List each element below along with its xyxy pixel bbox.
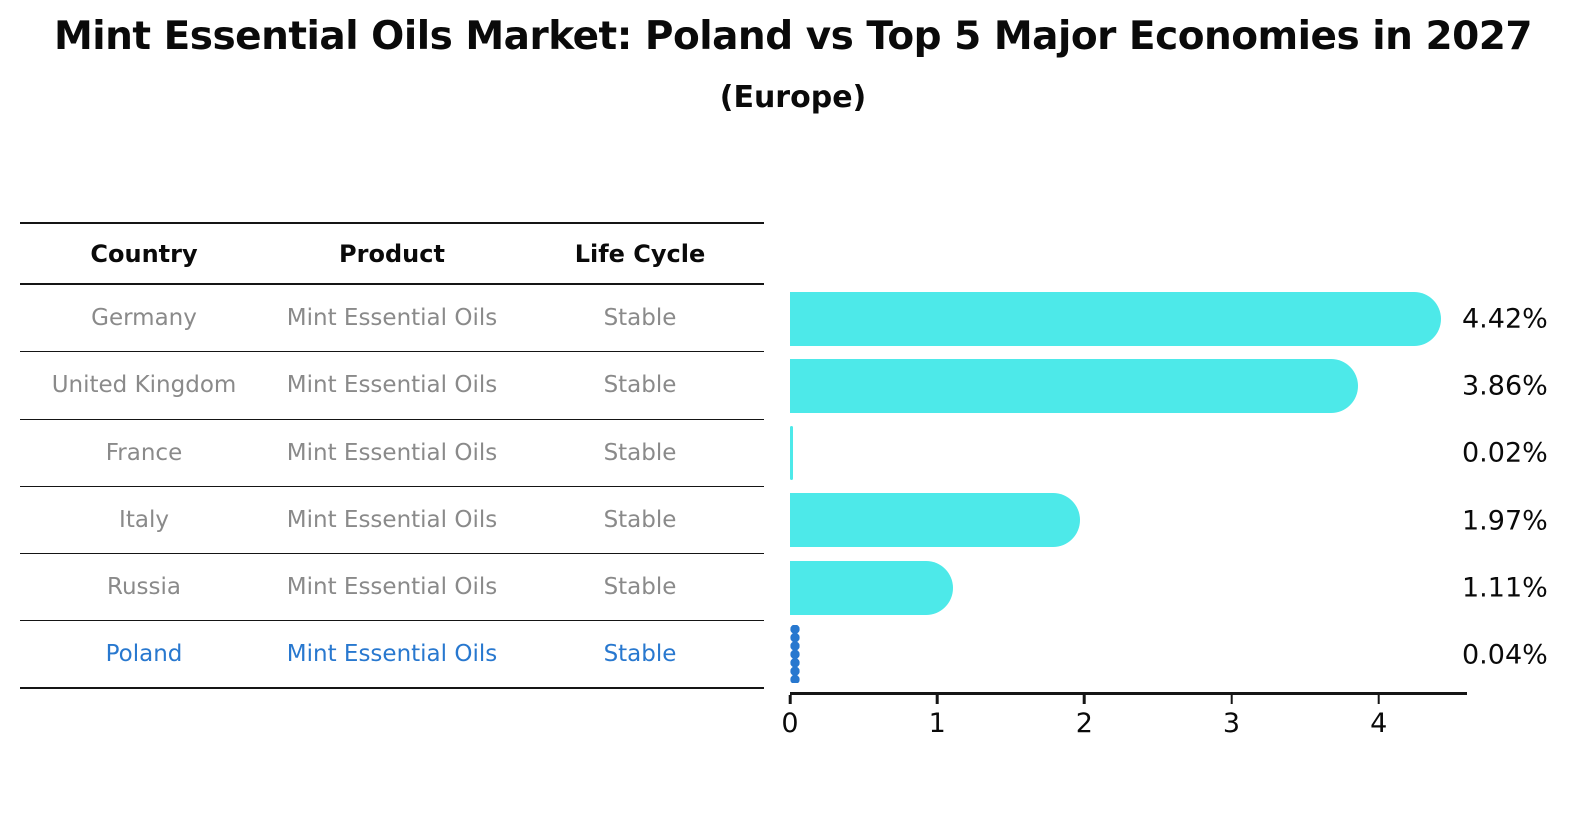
tick-label: 0 (781, 708, 799, 739)
bar (790, 358, 1359, 413)
bar-row: 0.04% (790, 621, 1548, 688)
cell-product: Mint Essential Oils (286, 439, 498, 466)
tick-mark (1377, 695, 1380, 704)
bar-row: 1.11% (790, 554, 1548, 621)
bar (790, 625, 800, 684)
tick-label: 4 (1370, 708, 1388, 739)
cell-life-cycle: Stable (603, 641, 677, 668)
bar (790, 560, 954, 615)
table-row: Italy Mint Essential Oils Stable (20, 487, 764, 555)
cell-country: Germany (91, 305, 197, 332)
cell-country: Russia (107, 574, 181, 601)
summary-table: Country Product Life Cycle Germany Mint … (20, 222, 764, 689)
bar-row: 1.97% (790, 487, 1548, 554)
tick-mark (935, 695, 939, 704)
chart-title: Mint Essential Oils Market: Poland vs To… (53, 14, 1533, 59)
bar-chart: 4.42% 3.86% 0.02% 1.97% 1.11% 0.04% (790, 285, 1548, 689)
cell-product: Mint Essential Oils (286, 574, 498, 601)
table-row: United Kingdom Mint Essential Oils Stabl… (20, 352, 764, 420)
tick-label: 1 (928, 708, 946, 739)
bar-value-label: 0.02% (1462, 437, 1548, 469)
cell-country: Italy (119, 507, 169, 534)
cell-country: United Kingdom (51, 372, 237, 399)
tick-mark (788, 695, 792, 704)
col-header-product: Product (339, 239, 445, 268)
bars: 4.42% 3.86% 0.02% 1.97% 1.11% 0.04% (790, 285, 1548, 689)
table-row: France Mint Essential Oils Stable (20, 420, 764, 487)
cell-life-cycle: Stable (603, 439, 677, 466)
bar-value-label: 0.04% (1462, 639, 1548, 671)
bar (790, 426, 793, 481)
col-header-lifecycle: Life Cycle (574, 239, 706, 268)
table-body: Germany Mint Essential Oils Stable Unite… (20, 285, 764, 689)
table-row: Germany Mint Essential Oils Stable (20, 285, 764, 353)
bar-value-label: 4.42% (1462, 303, 1548, 335)
bar-value-label: 1.97% (1462, 505, 1548, 537)
table-header-row: Country Product Life Cycle (20, 222, 764, 285)
cell-life-cycle: Stable (603, 574, 677, 601)
tick-mark (1230, 695, 1233, 704)
bar-value-label: 3.86% (1462, 370, 1548, 402)
cell-product: Mint Essential Oils (286, 372, 498, 399)
bar-value-label: 1.11% (1462, 572, 1548, 604)
cell-life-cycle: Stable (603, 507, 677, 534)
x-axis-ticks: 0 1 2 3 4 (781, 695, 1467, 745)
cell-life-cycle: Stable (603, 305, 677, 332)
x-axis: 0 1 2 3 4 (781, 692, 1467, 745)
cell-product: Mint Essential Oils (286, 507, 498, 534)
cell-country: Poland (105, 641, 183, 668)
bar (790, 493, 1080, 548)
bar (790, 291, 1441, 346)
cell-country: France (105, 439, 183, 466)
table-row: Poland Mint Essential Oils Stable (20, 621, 764, 689)
tick-mark (1083, 695, 1086, 704)
tick-label: 2 (1075, 708, 1093, 739)
chart-subtitle: (Europe) (719, 80, 867, 115)
cell-product: Mint Essential Oils (286, 305, 498, 332)
tick-label: 3 (1222, 708, 1241, 739)
col-header-country: Country (90, 239, 198, 268)
table-row: Russia Mint Essential Oils Stable (20, 554, 764, 622)
bar-row: 3.86% (790, 352, 1548, 419)
cell-product: Mint Essential Oils (286, 641, 498, 668)
cell-life-cycle: Stable (603, 372, 677, 399)
bar-row: 4.42% (790, 285, 1548, 352)
bar-row: 0.02% (790, 420, 1548, 487)
x-axis-line (790, 692, 1467, 695)
